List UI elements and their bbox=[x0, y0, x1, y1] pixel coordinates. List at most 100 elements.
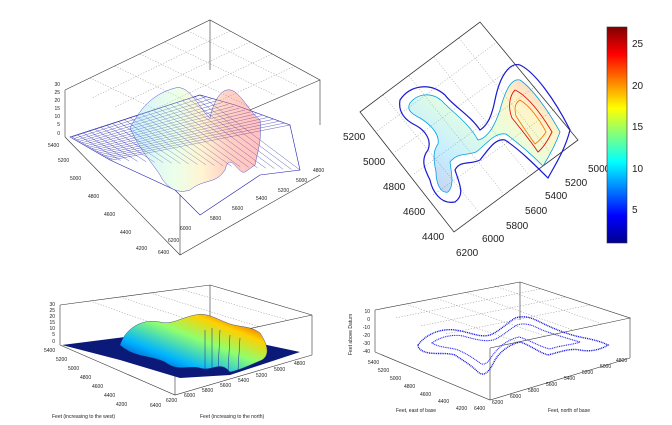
y-tick-label: 4600 bbox=[403, 207, 426, 218]
y-tick-label: 5200 bbox=[343, 132, 366, 143]
z-tick-label: 30 bbox=[54, 82, 60, 88]
z-tick-label: 0 bbox=[52, 339, 55, 345]
contour-peak-inner bbox=[514, 99, 547, 145]
x-tick-label: 5000 bbox=[296, 178, 307, 184]
y-tick-label: 4400 bbox=[104, 393, 115, 399]
x-tick-label: 5400 bbox=[545, 191, 568, 202]
z-tick-label: -20 bbox=[363, 333, 370, 339]
y-tick-label: 5200 bbox=[56, 357, 67, 363]
y-ticks-bottom-right: 5400 5200 5000 4800 4600 4400 4200 bbox=[368, 360, 467, 412]
z-ticks-bottom-left: 30 25 20 15 10 5 0 bbox=[49, 302, 55, 345]
z-tick-label: 15 bbox=[49, 320, 55, 326]
x-tick-label: 6400 bbox=[158, 250, 169, 256]
x-tick-label: 6000 bbox=[510, 394, 521, 400]
surface-mesh-top bbox=[129, 87, 261, 192]
colorbar: 25 20 15 10 5 bbox=[606, 26, 644, 244]
y-tick-label: 4600 bbox=[420, 392, 431, 398]
panel-bottom-left: 30 25 20 15 10 5 0 5400 5200 5000 4800 4… bbox=[44, 284, 313, 420]
z-tick-label: 10 bbox=[49, 326, 55, 332]
x-tick-label: 4800 bbox=[313, 168, 324, 174]
y-tick-label: 4800 bbox=[80, 375, 91, 381]
panel-top-right: 5200 5000 4800 4600 4400 6200 6000 5800 … bbox=[343, 21, 644, 259]
x-tick-label: 6000 bbox=[482, 234, 505, 245]
z-tick-label: 20 bbox=[54, 98, 60, 104]
z-tick-label: 0 bbox=[57, 131, 60, 137]
x-tick-label: 5800 bbox=[506, 221, 529, 232]
x-tick-label: 5800 bbox=[202, 388, 213, 394]
colorbar-tick-label: 15 bbox=[632, 122, 644, 133]
z-tick-label: 25 bbox=[49, 308, 55, 314]
panel-bottom-right: 10 0 -10 -20 -30 -40 Feet above Datum 54… bbox=[348, 281, 632, 414]
y-tick-label: 4200 bbox=[456, 406, 467, 412]
colorbar-gradient bbox=[606, 26, 628, 244]
z-tick-label: 25 bbox=[54, 90, 60, 96]
scatter-ring-inner bbox=[431, 323, 582, 365]
z-tick-label: 30 bbox=[49, 302, 55, 308]
x-axis-label: Feet (increasing to the west) bbox=[52, 414, 115, 420]
y-axis-label: Feet (increasing to the north) bbox=[200, 414, 265, 420]
y-tick-label: 5400 bbox=[48, 143, 59, 149]
mesh-line bbox=[95, 129, 147, 162]
y-tick-label: 4600 bbox=[92, 384, 103, 390]
y-tick-label: 5200 bbox=[378, 368, 389, 374]
z-tick-label: 10 bbox=[364, 309, 370, 315]
axes-box-bottom-right bbox=[374, 281, 632, 401]
z-ticks-bottom-right: 10 0 -10 -20 -30 -40 bbox=[363, 309, 370, 355]
x-tick-label: 5400 bbox=[256, 196, 267, 202]
x-tick-label: 5200 bbox=[582, 370, 593, 376]
y-tick-label: 4800 bbox=[88, 194, 99, 200]
y-tick-label: 4400 bbox=[120, 230, 131, 236]
y-tick-label: 5000 bbox=[70, 176, 81, 182]
x-ticks-top-left: 6400 6200 6000 5800 5600 5400 5200 5000 … bbox=[158, 168, 324, 256]
x-tick-label: 5400 bbox=[238, 378, 249, 384]
x-tick-label: 5200 bbox=[278, 188, 289, 194]
z-tick-label: 10 bbox=[54, 114, 60, 120]
y-tick-label: 4400 bbox=[422, 232, 445, 243]
x-tick-label: 5800 bbox=[528, 388, 539, 394]
z-tick-label: 5 bbox=[52, 332, 55, 338]
x-tick-label: 5800 bbox=[210, 216, 221, 222]
x-tick-label: 5200 bbox=[565, 178, 588, 189]
y-tick-label: 5400 bbox=[44, 348, 55, 354]
contour-region-inner bbox=[408, 79, 561, 193]
x-tick-label: 6200 bbox=[492, 400, 503, 406]
z-tick-label: 15 bbox=[54, 106, 60, 112]
z-tick-label: 0 bbox=[367, 317, 370, 323]
y-ticks-bottom-left: 5400 5200 5000 4800 4600 4400 4200 bbox=[44, 348, 127, 408]
x-tick-label: 6000 bbox=[180, 226, 191, 232]
y-tick-label: 5200 bbox=[58, 158, 69, 164]
z-ticks-top-left: 30 25 20 15 10 5 0 bbox=[54, 82, 60, 137]
y-tick-label: 5400 bbox=[368, 360, 379, 366]
z-tick-label: 20 bbox=[49, 314, 55, 320]
contour-y-ticks: 5200 5000 4800 4600 4400 bbox=[343, 132, 445, 243]
mesh-line bbox=[77, 134, 121, 161]
x-tick-label: 6200 bbox=[456, 248, 479, 259]
y-axis-label: Feet, north of base bbox=[548, 408, 590, 414]
y-tick-label: 4800 bbox=[383, 182, 406, 193]
y-tick-label: 4600 bbox=[104, 212, 115, 218]
z-tick-label: -10 bbox=[363, 325, 370, 331]
x-tick-label: 5000 bbox=[274, 367, 285, 373]
contour-x-ticks: 6200 6000 5800 5600 5400 5200 5000 bbox=[456, 164, 611, 259]
y-tick-label: 4400 bbox=[438, 399, 449, 405]
colorbar-tick-label: 20 bbox=[632, 81, 644, 92]
x-tick-label: 5400 bbox=[564, 376, 575, 382]
x-tick-label: 5600 bbox=[525, 206, 548, 217]
y-tick-label: 5000 bbox=[390, 376, 401, 382]
scatter-ring-outer bbox=[417, 316, 610, 375]
x-tick-label: 5000 bbox=[588, 164, 611, 175]
filled-surface-walls bbox=[204, 328, 241, 373]
x-tick-label: 5600 bbox=[546, 382, 557, 388]
x-tick-label: 6200 bbox=[166, 398, 177, 404]
x-tick-label: 4800 bbox=[616, 358, 627, 364]
filled-surface-body bbox=[119, 314, 268, 373]
z-tick-label: -30 bbox=[363, 341, 370, 347]
y-tick-label: 4200 bbox=[136, 246, 147, 252]
x-tick-label: 6400 bbox=[474, 406, 485, 412]
x-tick-label: 6200 bbox=[168, 238, 179, 244]
x-tick-label: 5200 bbox=[256, 373, 267, 379]
colorbar-tick-label: 25 bbox=[632, 39, 644, 50]
colorbar-tick-label: 10 bbox=[632, 164, 644, 175]
x-tick-label: 5600 bbox=[220, 383, 231, 389]
